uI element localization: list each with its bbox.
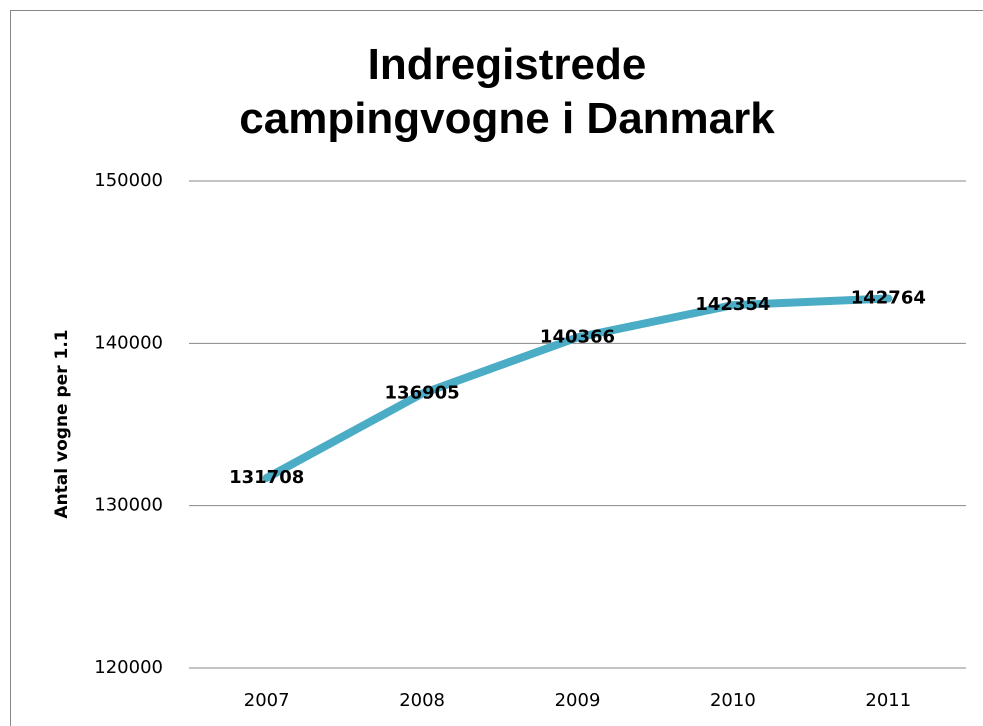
y-tick-label: 150000 [94, 170, 163, 191]
y-tick-label: 140000 [94, 332, 163, 353]
x-tick-label: 2011 [865, 690, 911, 711]
data-line [262, 294, 893, 482]
data-label: 136905 [385, 383, 460, 404]
y-axis-label: Antal vogne per 1.1 [52, 329, 72, 518]
data-label: 140366 [540, 326, 615, 347]
data-label: 131708 [229, 467, 304, 488]
chart-title: Indregistrede campingvogne i Danmark [239, 40, 775, 143]
data-label: 142354 [695, 294, 770, 315]
data-label: 142764 [851, 287, 926, 308]
x-tick-label: 2009 [555, 690, 601, 711]
x-tick-label: 2010 [710, 690, 756, 711]
y-tick-label: 120000 [94, 657, 163, 678]
x-tick-label: 2007 [244, 690, 290, 711]
x-tick-label: 2008 [399, 690, 445, 711]
y-tick-label: 130000 [94, 495, 163, 516]
chart-frame [10, 10, 983, 726]
